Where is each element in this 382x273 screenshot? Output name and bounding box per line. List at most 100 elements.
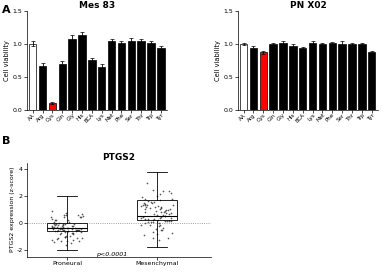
Point [70, 238, 76, 242]
Point [63, 213, 69, 217]
Point [57, 227, 63, 231]
Point [138, 204, 144, 209]
Point [79, 212, 86, 216]
Point [167, 191, 173, 195]
Point [160, 212, 166, 217]
Point [158, 215, 164, 219]
Point [142, 217, 148, 222]
Point [145, 198, 151, 203]
Bar [269, 44, 277, 110]
Point [50, 221, 57, 226]
Point [145, 216, 151, 221]
Point [159, 228, 165, 232]
Point [151, 217, 157, 221]
Point [155, 238, 162, 242]
Point [160, 226, 166, 230]
Point [78, 236, 84, 241]
Y-axis label: Cell viability: Cell viability [4, 40, 10, 81]
Point [59, 227, 65, 231]
Point [78, 230, 84, 235]
Point [147, 200, 154, 204]
Bar [88, 60, 96, 110]
Point [49, 225, 55, 229]
Bar [240, 44, 247, 110]
Point [154, 212, 160, 217]
Point [144, 203, 151, 207]
Point [52, 218, 58, 222]
Point [157, 192, 163, 197]
Title: PTGS2: PTGS2 [102, 153, 135, 162]
Y-axis label: Cell viability: Cell viability [215, 40, 221, 81]
Point [68, 227, 74, 232]
Point [66, 220, 72, 224]
Point [70, 231, 76, 236]
Point [150, 236, 156, 241]
Point [147, 206, 154, 210]
Point [74, 227, 80, 232]
Bar [348, 44, 356, 110]
Point [151, 200, 157, 204]
Point [168, 216, 174, 220]
Point [165, 208, 171, 212]
Point [156, 224, 162, 228]
Point [54, 225, 60, 229]
Point [139, 195, 145, 200]
Point [73, 229, 79, 233]
Point [158, 228, 164, 233]
Point [69, 230, 75, 235]
Point [158, 205, 164, 209]
Point [149, 229, 155, 234]
Point [152, 205, 158, 209]
Point [142, 207, 148, 211]
Point [76, 227, 82, 232]
Point [150, 220, 156, 224]
Text: p<0.0001: p<0.0001 [96, 252, 128, 257]
Point [60, 222, 66, 227]
Bar [147, 43, 155, 110]
Point [164, 218, 170, 223]
Point [58, 231, 64, 235]
Point [50, 219, 57, 224]
Bar [358, 44, 366, 110]
PathPatch shape [47, 223, 87, 231]
Bar [138, 41, 145, 110]
PathPatch shape [137, 200, 177, 220]
Point [142, 203, 148, 207]
Point [51, 240, 57, 244]
Point [147, 222, 154, 227]
Bar [29, 44, 36, 110]
Point [48, 215, 54, 219]
Point [157, 210, 163, 214]
Point [157, 206, 163, 211]
Bar [98, 67, 105, 110]
Point [157, 223, 163, 227]
Point [140, 215, 146, 219]
Point [65, 229, 71, 233]
Point [53, 221, 60, 226]
Bar [68, 38, 76, 110]
Point [138, 215, 144, 220]
Title: PN X02: PN X02 [290, 1, 326, 10]
Bar [157, 48, 165, 110]
Point [168, 219, 174, 224]
Title: Mes 83: Mes 83 [79, 1, 115, 10]
Point [70, 232, 76, 236]
Point [57, 226, 63, 231]
Point [141, 201, 147, 205]
Point [163, 211, 169, 216]
Point [71, 226, 78, 231]
Bar [338, 44, 346, 110]
Point [76, 239, 83, 243]
Point [170, 203, 176, 207]
Point [78, 227, 84, 231]
Point [56, 221, 62, 225]
Point [149, 188, 155, 192]
Point [62, 235, 68, 239]
Point [158, 206, 164, 210]
Point [157, 198, 163, 203]
Point [165, 218, 172, 223]
Point [154, 232, 160, 236]
Point [65, 226, 71, 230]
Point [163, 207, 169, 212]
Point [140, 202, 146, 207]
